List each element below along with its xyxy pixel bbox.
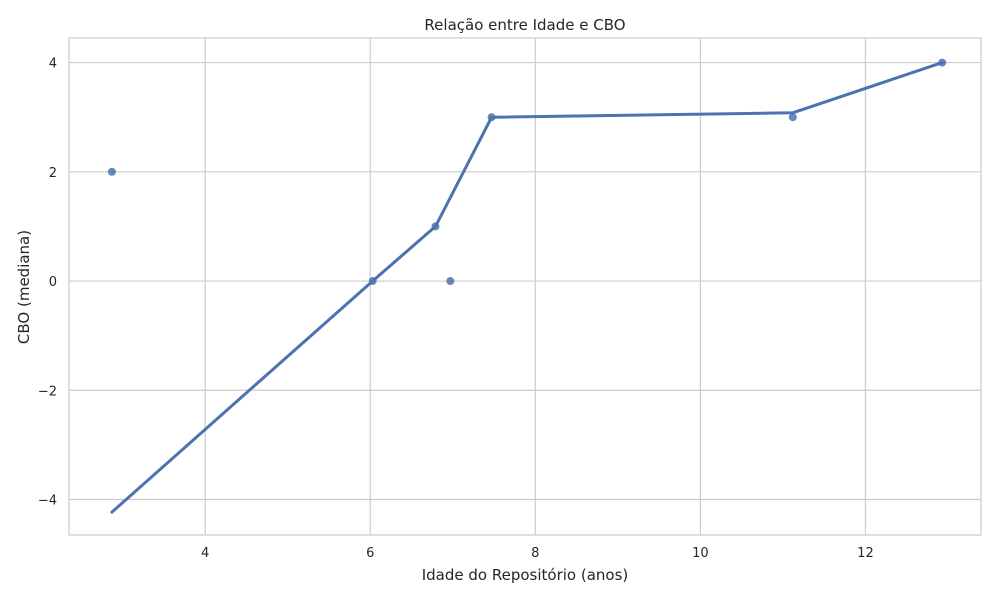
y-tick-label: 4 [49,57,57,72]
x-axis-label: Idade do Repositório (anos) [422,566,629,584]
x-tick-label: 12 [857,546,874,561]
y-tick-label: −4 [38,494,57,509]
x-tick-label: 4 [201,546,209,561]
x-tick-label: 8 [531,546,539,561]
y-tick-label: 2 [49,166,57,181]
y-tick-label: −2 [38,384,57,399]
x-tick-label: 10 [692,546,709,561]
y-tick-label: 0 [49,275,57,290]
chart-title: Relação entre Idade e CBO [424,16,625,34]
scatter-points-series [107,58,947,286]
data-point [446,277,455,286]
fit-line-series [110,61,944,514]
grid [69,38,981,535]
tick-labels: 4 6 8 10 12 −4 −2 0 2 4 [38,57,874,561]
data-point [788,113,797,122]
data-point [107,167,116,176]
data-point [431,222,440,231]
data-point [938,58,947,67]
x-tick-label: 6 [366,546,374,561]
data-point [368,277,377,286]
data-point [487,113,496,122]
fit-line [110,61,944,514]
y-axis-label: CBO (mediana) [15,230,33,344]
plot-area-frame [68,37,982,536]
